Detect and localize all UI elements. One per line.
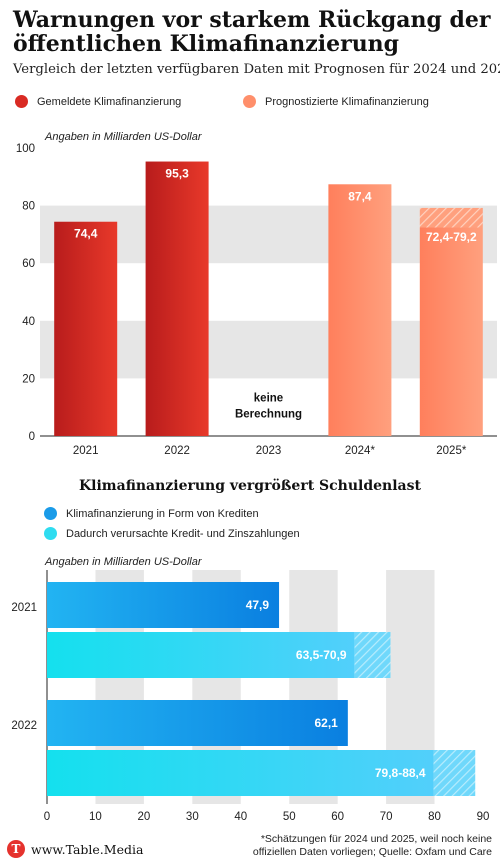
unit-label-bottom: Angaben in Milliarden US-Dollar xyxy=(45,556,202,568)
y-tick-label: 0 xyxy=(29,431,35,443)
x-tick-label: 20 xyxy=(137,811,150,823)
bar-value-label: 47,9 xyxy=(246,598,270,612)
y-category-label: 2022 xyxy=(11,720,37,732)
chart-subtitle: Vergleich der letzten verfügbaren Daten … xyxy=(13,62,500,77)
x-tick-label: 60 xyxy=(331,811,344,823)
legend-item-reported: Gemeldete Klimafinanzierung xyxy=(15,95,181,108)
x-tick-label: 0 xyxy=(44,811,50,823)
bar-2022 xyxy=(145,161,209,436)
x-tick-label: 10 xyxy=(89,811,102,823)
x-tick-label: 50 xyxy=(283,811,296,823)
bar-payments-2021 xyxy=(47,632,355,678)
bar-payments-range-2021 xyxy=(354,632,391,678)
x-tick-label: 90 xyxy=(477,811,490,823)
y-category-label: 2021 xyxy=(11,602,37,614)
bar-2024 xyxy=(328,184,392,436)
y-tick-label: 100 xyxy=(16,143,35,155)
legend-label-loans: Klimafinanzierung in Form von Krediten xyxy=(66,507,259,520)
bar-2025-low xyxy=(419,227,483,436)
x-tick-label: 2021 xyxy=(73,445,99,457)
table-logo-icon: T xyxy=(7,840,25,858)
bar-value-label: 74,4 xyxy=(74,227,98,241)
bar-value-label: 62,1 xyxy=(314,716,338,730)
bar-loans-2022 xyxy=(47,700,348,746)
footnote: *Schätzungen für 2024 und 2025, weil noc… xyxy=(252,833,492,858)
bar-payments-2022 xyxy=(47,750,434,796)
y-tick-label: 20 xyxy=(22,373,35,385)
x-tick-label: 2022 xyxy=(164,445,190,457)
x-tick-label: 2025* xyxy=(436,445,467,457)
x-tick-label: 40 xyxy=(234,811,247,823)
bar-payments-range-2022 xyxy=(433,750,476,796)
vertical-bar-chart: 0 20 40 60 80 100 74,4 2021 95,3 2022 keine Berechn… xyxy=(16,143,497,457)
legend-swatch-loans xyxy=(44,507,57,520)
bar-value-label: 95,3 xyxy=(165,167,189,181)
legend-item-loans: Klimafinanzierung in Form von Krediten xyxy=(44,507,259,520)
y-tick-label: 80 xyxy=(22,201,35,213)
x-tick-label: 30 xyxy=(186,811,199,823)
legend-item-forecast: Prognostizierte Klimafinanzierung xyxy=(243,95,429,108)
y-tick-label: 40 xyxy=(22,316,35,328)
bar-loans-2021 xyxy=(47,582,280,628)
bar-value-label: 63,5-70,9 xyxy=(296,648,347,662)
no-calculation-label: Berechnung xyxy=(235,408,302,420)
bar-2025-range xyxy=(419,207,483,228)
bar-value-label: 87,4 xyxy=(348,189,372,203)
bar-value-label: 79,8-88,4 xyxy=(375,766,426,780)
legend-item-payments: Dadurch verursachte Kredit- und Zinszahl… xyxy=(44,527,300,540)
x-tick-label: 70 xyxy=(380,811,393,823)
y-tick-label: 60 xyxy=(22,258,35,270)
x-tick-label: 2024* xyxy=(345,445,376,457)
bar-value-label: 72,4-79,2 xyxy=(426,230,477,244)
x-tick-label: 2023 xyxy=(256,445,282,457)
x-tick-label: 80 xyxy=(428,811,441,823)
unit-label-top: Angaben in Milliarden US-Dollar xyxy=(45,131,202,143)
legend-swatch-payments xyxy=(44,527,57,540)
section2-title: Klimafinanzierung vergrößert Schuldenlas… xyxy=(79,478,421,494)
bar-2021 xyxy=(54,221,118,436)
logo-text: www.Table.Media xyxy=(31,841,144,857)
legend-label-reported: Gemeldete Klimafinanzierung xyxy=(37,95,182,108)
legend-swatch-forecast xyxy=(243,95,256,108)
legend-label-payments: Dadurch verursachte Kredit- und Zinszahl… xyxy=(66,527,300,540)
legend-label-forecast: Prognostizierte Klimafinanzierung xyxy=(265,95,429,108)
legend-swatch-reported xyxy=(15,95,28,108)
no-calculation-label: keine xyxy=(254,392,283,404)
chart-title: Warnungen vor starkem Rückgang der öffen… xyxy=(13,7,491,57)
table-media-logo[interactable]: T www.Table.Media xyxy=(7,840,143,858)
